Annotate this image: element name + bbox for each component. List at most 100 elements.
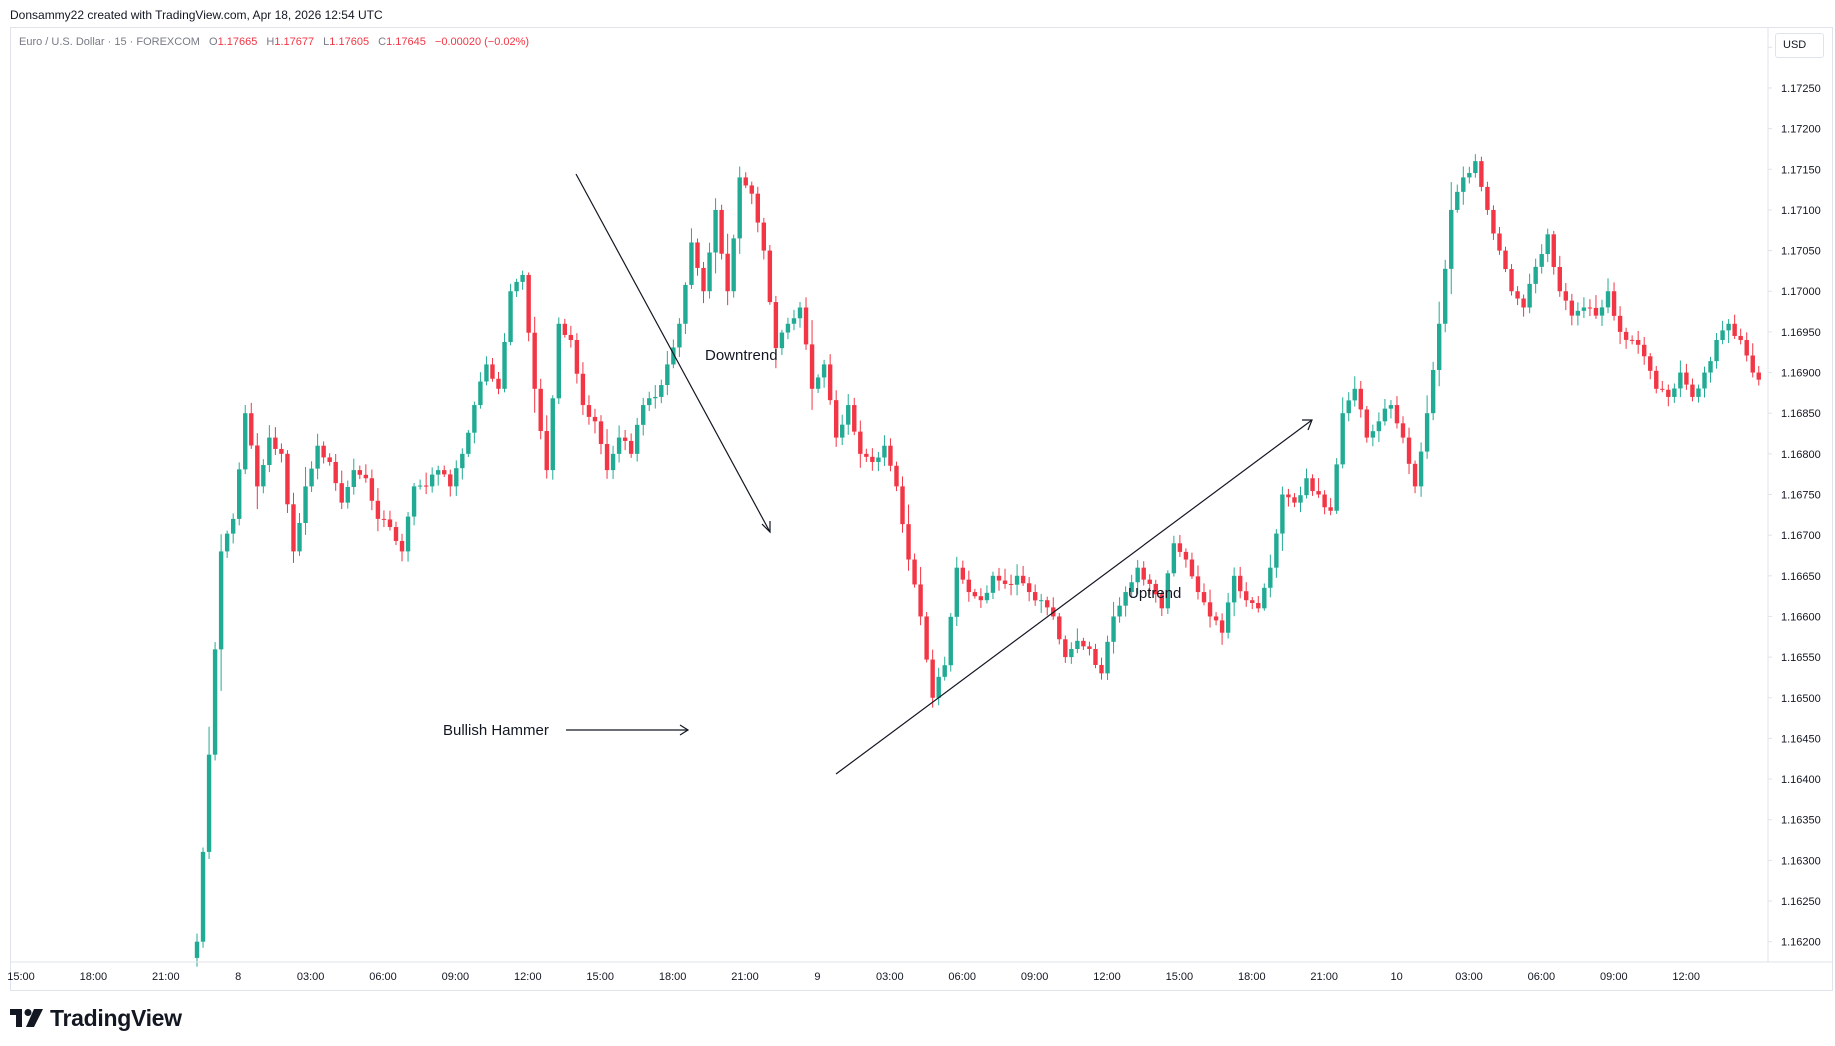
candle-up bbox=[460, 453, 465, 469]
price-tick-label: 1.16200 bbox=[1781, 937, 1821, 949]
candle-up bbox=[1111, 616, 1116, 642]
candle-up bbox=[1605, 291, 1611, 308]
candle-up bbox=[785, 323, 791, 333]
candle-down bbox=[1358, 388, 1363, 410]
candle-down bbox=[1497, 233, 1502, 251]
candle-up bbox=[297, 522, 302, 552]
candle-down bbox=[930, 659, 935, 698]
candle-up bbox=[345, 486, 350, 503]
candle-down bbox=[1412, 463, 1418, 487]
candle-up bbox=[616, 437, 622, 454]
price-tick-label: 1.17150 bbox=[1781, 164, 1821, 176]
candle-down bbox=[966, 579, 972, 593]
candle-down bbox=[743, 177, 748, 186]
candle-up bbox=[1117, 605, 1122, 617]
candle-up bbox=[1714, 340, 1719, 362]
chart-frame[interactable] bbox=[10, 27, 1833, 991]
downtrend-line[interactable] bbox=[575, 173, 771, 533]
candle-down bbox=[906, 524, 911, 560]
candle-down bbox=[1617, 315, 1623, 332]
candle-down bbox=[1213, 616, 1219, 621]
candle-up bbox=[665, 364, 670, 386]
currency-selector[interactable]: USD bbox=[1775, 33, 1824, 58]
candle-down bbox=[1183, 551, 1189, 560]
candle-down bbox=[628, 440, 634, 454]
price-tick-label: 1.16450 bbox=[1781, 733, 1821, 745]
candle-up bbox=[1467, 173, 1472, 178]
price-tick-label: 1.16550 bbox=[1781, 652, 1821, 664]
candle-down bbox=[1195, 576, 1201, 593]
candle-up bbox=[846, 405, 851, 425]
price-tick-label: 1.17050 bbox=[1781, 246, 1821, 258]
candle-down bbox=[1093, 648, 1098, 665]
tradingview-brand[interactable]: TradingView bbox=[10, 1005, 182, 1031]
candle-up bbox=[1262, 587, 1267, 609]
candle-up bbox=[1346, 400, 1351, 414]
price-axis[interactable]: 1.173001.172501.172001.171501.171001.170… bbox=[1768, 42, 1821, 949]
candle-up bbox=[1340, 413, 1345, 465]
candle-down bbox=[924, 616, 929, 660]
candle-up bbox=[653, 396, 658, 399]
candle-up bbox=[1539, 254, 1544, 267]
candle-up bbox=[502, 342, 507, 389]
candle-down bbox=[592, 416, 598, 422]
candle-down bbox=[1557, 267, 1562, 292]
candle-up bbox=[1430, 369, 1436, 414]
candle-down bbox=[1177, 543, 1183, 552]
candle-down bbox=[1732, 323, 1737, 336]
candle-down bbox=[767, 250, 773, 303]
candle-down bbox=[852, 405, 857, 432]
high-label: H bbox=[266, 36, 275, 48]
candle-up bbox=[1069, 649, 1074, 658]
candle-up bbox=[1599, 307, 1605, 316]
uptrend-line[interactable] bbox=[835, 419, 1313, 775]
candle-up bbox=[1039, 600, 1044, 602]
tradingview-logo-icon bbox=[10, 1009, 43, 1027]
candle-down bbox=[809, 344, 815, 389]
candle-up bbox=[466, 432, 471, 454]
candle-up bbox=[634, 424, 640, 454]
candle-up bbox=[514, 281, 519, 292]
candle-down bbox=[864, 453, 869, 457]
candle-up bbox=[647, 398, 652, 406]
candle-down bbox=[1159, 594, 1164, 609]
candle-down bbox=[1316, 491, 1321, 495]
candle-down bbox=[1153, 583, 1158, 595]
candle-up bbox=[1334, 464, 1339, 511]
candle-down bbox=[1660, 388, 1665, 390]
candle-up bbox=[689, 242, 694, 285]
candle-up bbox=[429, 474, 435, 487]
candle-up bbox=[610, 453, 616, 471]
candle-up bbox=[731, 238, 736, 292]
time-tick-label: 21:00 bbox=[1310, 971, 1338, 983]
candle-down bbox=[1328, 507, 1333, 511]
candle-up bbox=[984, 592, 990, 601]
close-label: C bbox=[378, 36, 387, 48]
symbol-legend[interactable]: Euro / U.S. Dollar · 15 · FOREXCOM O1.17… bbox=[19, 36, 529, 48]
candlestick-chart[interactable]: 1.173001.172501.172001.171501.171001.170… bbox=[0, 0, 1835, 1000]
candle-down bbox=[399, 540, 405, 552]
downtrend-arrowhead bbox=[761, 521, 771, 534]
candle-down bbox=[1587, 307, 1593, 309]
candle-down bbox=[363, 474, 369, 479]
candle-down bbox=[900, 486, 905, 525]
candle-up bbox=[1225, 602, 1231, 633]
candle-down bbox=[321, 445, 326, 458]
time-axis[interactable]: 15:00 18:00 21:00 8 03:00 06:00 09:00 12:00 15:0… bbox=[7, 971, 1700, 983]
candle-up bbox=[267, 437, 272, 466]
candle-down bbox=[1237, 575, 1243, 592]
candle-down bbox=[1141, 567, 1146, 580]
candle-up bbox=[556, 323, 561, 399]
candle-up bbox=[840, 424, 845, 438]
candle-down bbox=[327, 457, 332, 462]
candle-up bbox=[948, 616, 953, 666]
candle-down bbox=[701, 267, 706, 292]
price-tick-label: 1.17200 bbox=[1781, 124, 1821, 136]
candle-up bbox=[309, 468, 314, 487]
candle-down bbox=[1026, 583, 1032, 593]
candle-down bbox=[1406, 437, 1412, 464]
time-tick-label: 18:00 bbox=[659, 971, 687, 983]
candle-up bbox=[1280, 494, 1285, 534]
candle-down bbox=[1394, 405, 1400, 424]
time-tick-label: 03:00 bbox=[876, 971, 904, 983]
